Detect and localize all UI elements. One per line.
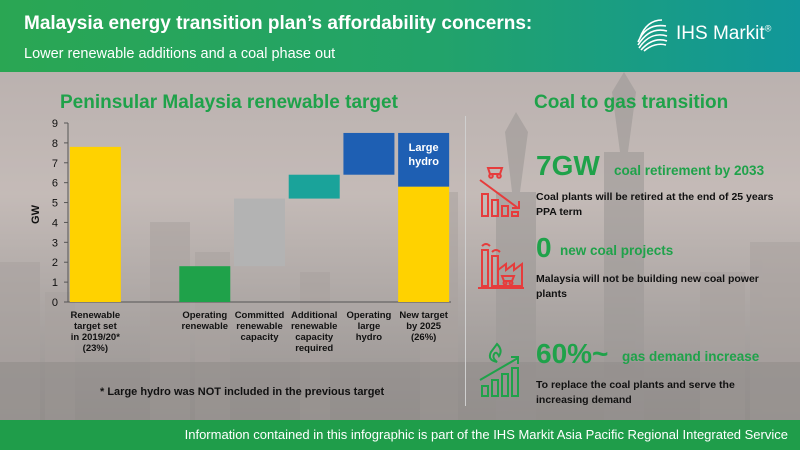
category-label: capacity [240, 332, 279, 343]
y-tick-label: 1 [52, 277, 58, 289]
category-label: renewable [291, 321, 337, 332]
y-tick-label: 6 [52, 178, 58, 190]
y-tick-label: 5 [52, 198, 58, 210]
category-label: New target [399, 310, 448, 321]
ihs-markit-logo: IHS Markit® [632, 14, 782, 54]
category-label: by 2025 [406, 321, 442, 332]
stack-label: Large [409, 142, 439, 154]
category-label: (26%) [411, 332, 436, 343]
category-label: Operating [346, 310, 391, 321]
category-label: capacity [295, 332, 334, 343]
new-coal-desc: Malaysia will not be building new coal p… [536, 273, 759, 300]
y-tick-label: 9 [52, 118, 58, 130]
bar-4 [343, 132, 395, 175]
new-coal-value: 0 [536, 232, 552, 263]
category-label: renewable [182, 321, 228, 332]
new-coal-label: new coal projects [560, 243, 674, 258]
category-label: large [358, 321, 381, 332]
category-label: renewable [236, 321, 282, 332]
ihs-logo-icon [637, 19, 668, 52]
category-label: target set [74, 321, 118, 332]
header-banner: Malaysia energy transition plan’s afford… [0, 0, 800, 72]
section-divider [465, 116, 466, 406]
gas-demand-desc: To replace the coal plants and serve the… [536, 379, 735, 406]
category-label: Operating [182, 310, 227, 321]
page-subtitle: Lower renewable additions and a coal pha… [24, 46, 336, 62]
y-tick-label: 0 [52, 297, 58, 309]
y-tick-label: 7 [52, 158, 58, 170]
coal-retirement-desc: Coal plants will be retired at the end o… [536, 191, 774, 218]
y-tick-label: 4 [52, 217, 58, 229]
gas-demand-value: 60%~ [536, 338, 609, 369]
bar-3 [288, 174, 340, 199]
chart-footnote: * Large hydro was NOT included in the pr… [100, 386, 385, 398]
y-tick-label: 8 [52, 138, 58, 150]
gas-growth-icon [479, 342, 519, 397]
y-axis-label: GW [30, 204, 42, 224]
bar-5-stack [398, 132, 450, 187]
left-section-title: Peninsular Malaysia renewable target [60, 92, 398, 113]
category-label: required [295, 343, 333, 354]
footer-banner: Information contained in this infographi… [0, 420, 800, 450]
category-label: Renewable [71, 310, 121, 321]
right-section-title: Coal to gas transition [534, 92, 729, 113]
footer-text: Information contained in this infographi… [184, 427, 788, 442]
category-label: Committed [235, 310, 285, 321]
gas-demand-label: gas demand increase [622, 349, 760, 364]
bar-2 [234, 198, 285, 267]
category-label: (23%) [83, 343, 108, 354]
y-tick-label: 2 [52, 257, 58, 269]
category-label: Additional [291, 310, 337, 321]
page-title: Malaysia energy transition plan’s afford… [24, 13, 533, 34]
bar-0 [69, 146, 121, 302]
stack-label: hydro [408, 156, 439, 168]
bar-1 [179, 266, 231, 302]
coal-decline-icon [479, 167, 520, 217]
coal-retirement-value: 7GW [536, 150, 600, 181]
category-label: in 2019/20* [71, 332, 120, 343]
category-label: hydro [356, 332, 383, 343]
logo-text: IHS Markit® [676, 23, 772, 44]
y-tick-label: 3 [52, 237, 58, 249]
coal-retirement-label: coal retirement by 2033 [614, 163, 765, 178]
bar-5 [398, 186, 450, 302]
coal-factory-icon [478, 243, 524, 289]
skyline-illustration [0, 72, 800, 420]
